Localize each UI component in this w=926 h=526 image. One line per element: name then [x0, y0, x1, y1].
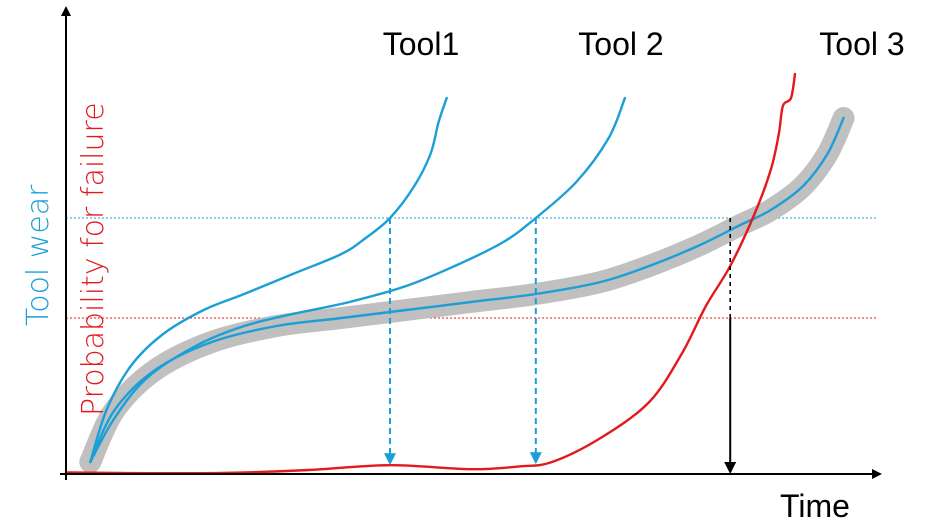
- series-label-tool3: Tool 3: [819, 26, 904, 62]
- y-axis-label-tool-wear: Tool wear: [21, 184, 56, 326]
- series-line-tool2: [89, 96, 627, 464]
- failure-probability-line: [64, 72, 797, 475]
- series-line-tool1: [89, 96, 448, 464]
- series-label-tool2: Tool 2: [578, 26, 663, 62]
- series-label-tool1: Tool1: [383, 26, 460, 62]
- x-axis-label: Time: [780, 488, 850, 524]
- y-axis-label-failure: Probability for failure: [76, 102, 111, 416]
- series-line-tool3: [89, 116, 845, 464]
